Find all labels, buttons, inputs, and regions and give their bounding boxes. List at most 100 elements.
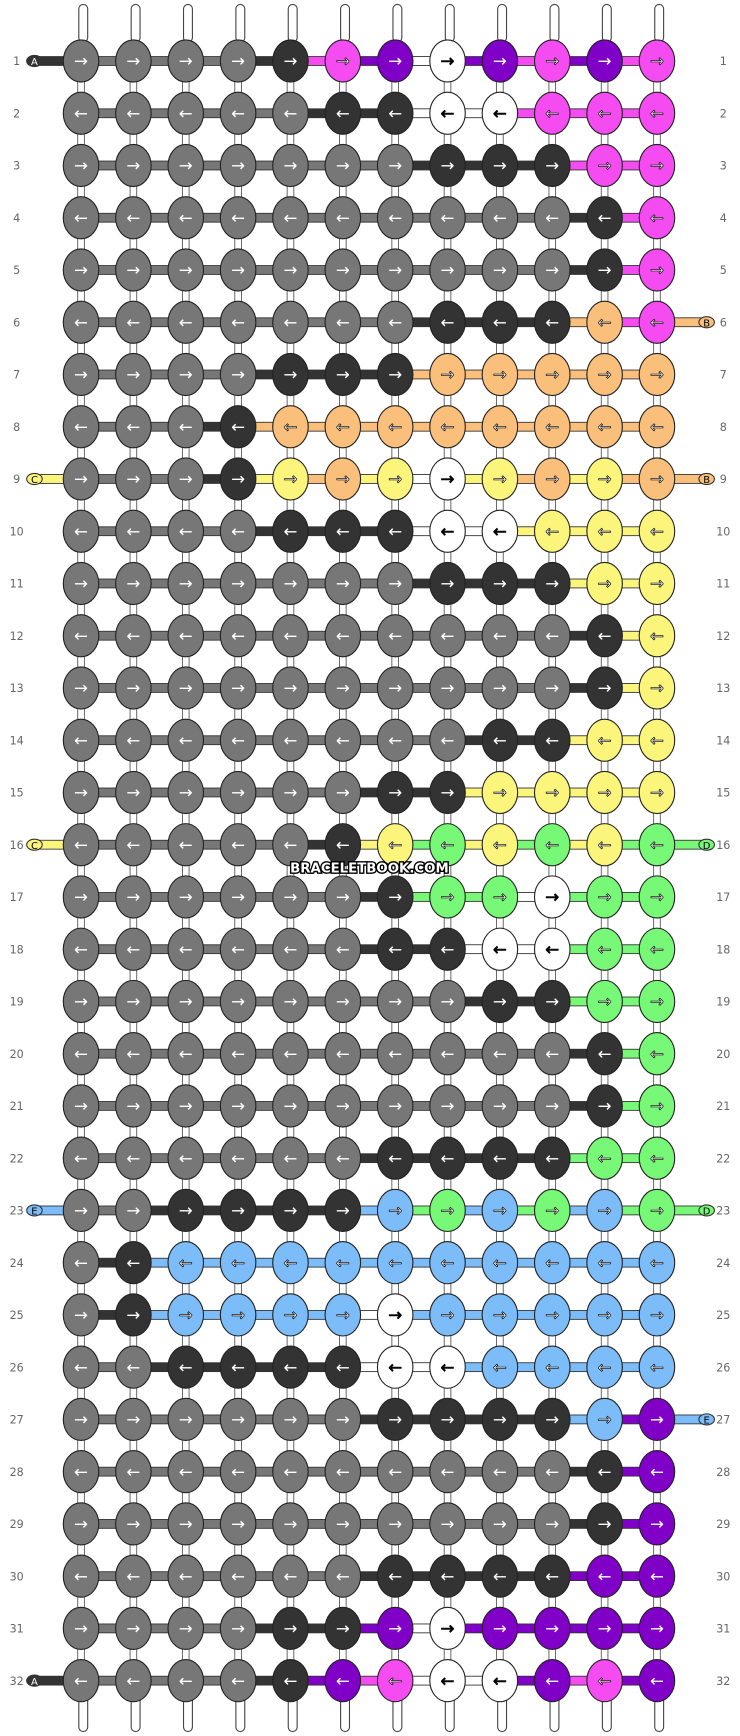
knot [272, 143, 309, 188]
knot-arrow: → [545, 1515, 559, 1534]
knot [586, 561, 623, 606]
row-number: 17 [716, 891, 730, 904]
knot-arrow: → [650, 679, 664, 698]
knot [62, 770, 100, 815]
knot [376, 1606, 414, 1651]
knot [586, 718, 623, 762]
knot-arrow: ← [283, 1358, 297, 1377]
knot [115, 405, 152, 449]
knot-arrow: ← [179, 1149, 193, 1168]
knot-arrow: ← [336, 1149, 350, 1168]
knot [62, 1450, 100, 1494]
knot-arrow: → [283, 52, 297, 71]
knot [638, 300, 676, 344]
knot [167, 718, 205, 762]
knot-arrow: ← [650, 313, 664, 332]
thread-label: E [704, 1416, 710, 1427]
knot [219, 718, 257, 762]
knot-arrow: ← [493, 1671, 507, 1690]
knot [533, 196, 571, 240]
knot [429, 39, 466, 83]
knot-arrow: ← [493, 208, 507, 227]
knot-arrow: ← [545, 731, 559, 750]
row-number: 15 [10, 787, 24, 800]
knot-arrow: → [336, 1097, 350, 1116]
knot-arrow: → [126, 1410, 140, 1429]
knot-arrow: ← [74, 208, 88, 227]
knot-arrow: ← [598, 835, 612, 854]
knot-arrow: → [598, 470, 612, 489]
knot-arrow: ← [650, 1358, 664, 1377]
knot-arrow: ← [126, 417, 140, 436]
knot [219, 1136, 257, 1180]
knot-arrow: → [179, 1306, 193, 1325]
row-number: 10 [716, 525, 730, 538]
knot [481, 1450, 519, 1494]
knot [429, 91, 466, 135]
knot-arrow: → [126, 1306, 140, 1325]
knot [167, 561, 205, 606]
knot [481, 823, 519, 867]
knot [586, 1241, 623, 1285]
knot [324, 352, 362, 397]
knot [638, 1345, 676, 1389]
knot-arrow: ← [545, 1358, 559, 1377]
knot-arrow: ← [126, 1358, 140, 1377]
string-top [182, 3, 193, 43]
knot-arrow: → [545, 365, 559, 384]
knot [115, 666, 152, 710]
knot-arrow: → [388, 52, 402, 71]
knot [272, 509, 309, 553]
knot [62, 39, 100, 83]
knot-arrow: ← [179, 417, 193, 436]
knot [429, 1345, 466, 1389]
knot [429, 1241, 466, 1285]
knot [586, 352, 623, 397]
knot-arrow: ← [283, 522, 297, 541]
knot [586, 457, 623, 501]
knot [376, 561, 414, 606]
row-number: 4 [13, 212, 20, 225]
knot [219, 561, 257, 606]
knot-arrow: ← [441, 1671, 455, 1690]
thread-end [26, 54, 43, 68]
knot [638, 457, 676, 501]
knot [115, 1397, 152, 1442]
string-top [392, 3, 403, 43]
knot-arrow: ← [126, 731, 140, 750]
knot-arrow: ← [493, 731, 507, 750]
knot [586, 1345, 623, 1389]
knot-arrow: → [283, 574, 297, 593]
knot-arrow: → [231, 52, 245, 71]
knot [115, 927, 152, 971]
thread-label: E [31, 1207, 37, 1218]
knot [272, 823, 309, 867]
knot [429, 875, 466, 919]
knot-arrow: ← [493, 1044, 507, 1063]
knot-arrow: → [388, 1201, 402, 1220]
thread-end [698, 1204, 715, 1217]
knot-arrow: → [388, 1306, 402, 1325]
knot-arrow: ← [231, 1671, 245, 1690]
knot-arrow: ← [231, 1358, 245, 1377]
knot [429, 1188, 466, 1233]
knot [481, 614, 519, 658]
knot-arrow: → [545, 52, 559, 71]
knot-arrow: → [179, 574, 193, 593]
knot-arrow: ← [283, 1462, 297, 1481]
knot [376, 143, 414, 188]
knot-arrow: → [493, 1306, 507, 1325]
knot [586, 1606, 623, 1651]
knot [62, 509, 100, 553]
knot [481, 1136, 519, 1180]
knot [115, 1084, 152, 1128]
row-number: 28 [10, 1466, 24, 1479]
knot-arrow: ← [231, 1462, 245, 1481]
knot [167, 143, 205, 188]
knot-arrow: ← [231, 522, 245, 541]
knot-arrow: ← [650, 522, 664, 541]
knot [167, 875, 205, 919]
knot [219, 1502, 257, 1546]
knot-arrow: → [231, 365, 245, 384]
knot-arrow: → [231, 1201, 245, 1220]
